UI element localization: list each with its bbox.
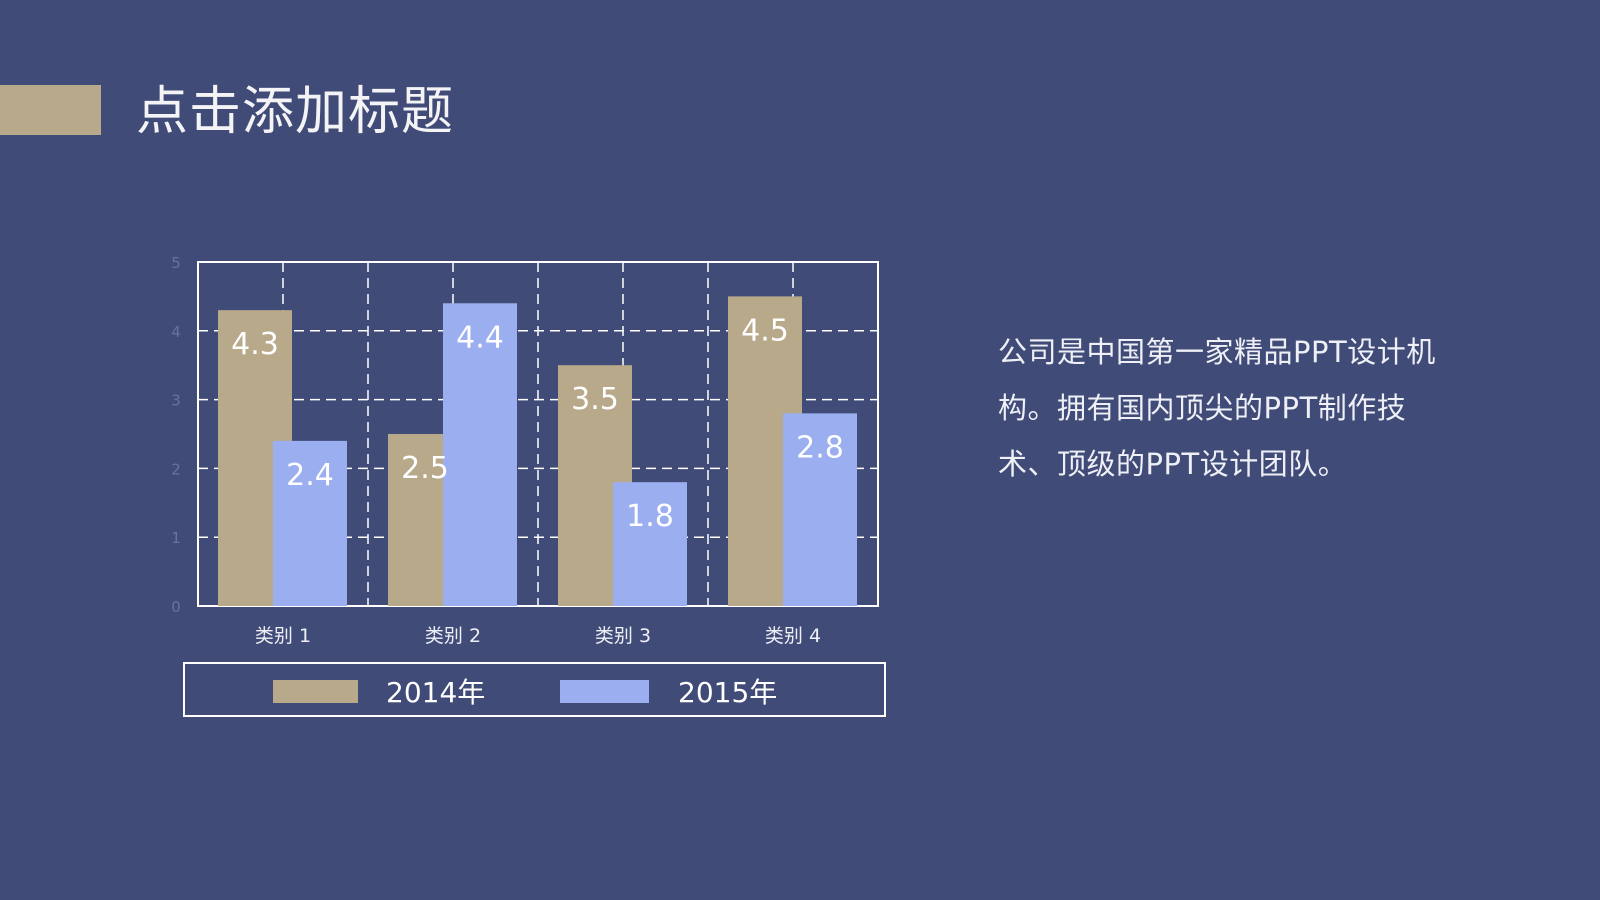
y-tick-label: 4 (171, 323, 181, 341)
y-tick-label: 3 (171, 392, 181, 410)
legend-swatch-2014 (273, 680, 358, 703)
x-tick-label: 类别 2 (425, 625, 481, 647)
data-label: 3.5 (571, 382, 619, 417)
plot-frame (197, 261, 879, 607)
chart-data-labels: 4.3 2.5 3.5 4.5 2.4 4.4 1.8 2.8 (231, 313, 844, 534)
title-accent-bar (0, 85, 101, 135)
slide-title[interactable]: 点击添加标题 (136, 82, 455, 142)
chart-legend: 2014年 2015年 (183, 662, 886, 717)
data-label: 4.5 (741, 313, 789, 348)
bar-2015-cat3 (613, 482, 687, 606)
data-label: 4.3 (231, 327, 279, 362)
data-label: 1.8 (626, 499, 674, 534)
y-tick-label: 2 (171, 460, 181, 478)
x-tick-label: 类别 4 (765, 625, 821, 647)
x-tick-label: 类别 3 (595, 625, 651, 647)
description-text[interactable]: 公司是中国第一家精品PPT设计机构。拥有国内顶尖的PPT制作技术、顶级的PPT设… (998, 335, 1436, 481)
bar-2015-cat1 (273, 440, 347, 606)
chart-axes: 0 1 2 3 4 5 类别 1 类别 2 类别 3 类别 4 (171, 254, 821, 647)
data-label: 2.8 (796, 430, 844, 465)
legend-label: 2015年 (678, 676, 777, 709)
y-tick-label: 0 (171, 598, 181, 616)
legend-box (183, 662, 886, 717)
chart-bars (218, 296, 857, 606)
bar-2015-cat2 (443, 303, 517, 606)
y-tick-label: 5 (171, 254, 181, 272)
data-label: 2.4 (286, 458, 334, 493)
y-tick-label: 1 (171, 529, 181, 547)
data-label: 2.5 (401, 451, 449, 486)
bar-2015-cat4 (783, 413, 857, 606)
legend-label: 2014年 (386, 676, 485, 709)
legend-swatch-2015 (560, 680, 649, 703)
x-tick-label: 类别 1 (255, 625, 311, 647)
data-label: 4.4 (456, 320, 504, 355)
